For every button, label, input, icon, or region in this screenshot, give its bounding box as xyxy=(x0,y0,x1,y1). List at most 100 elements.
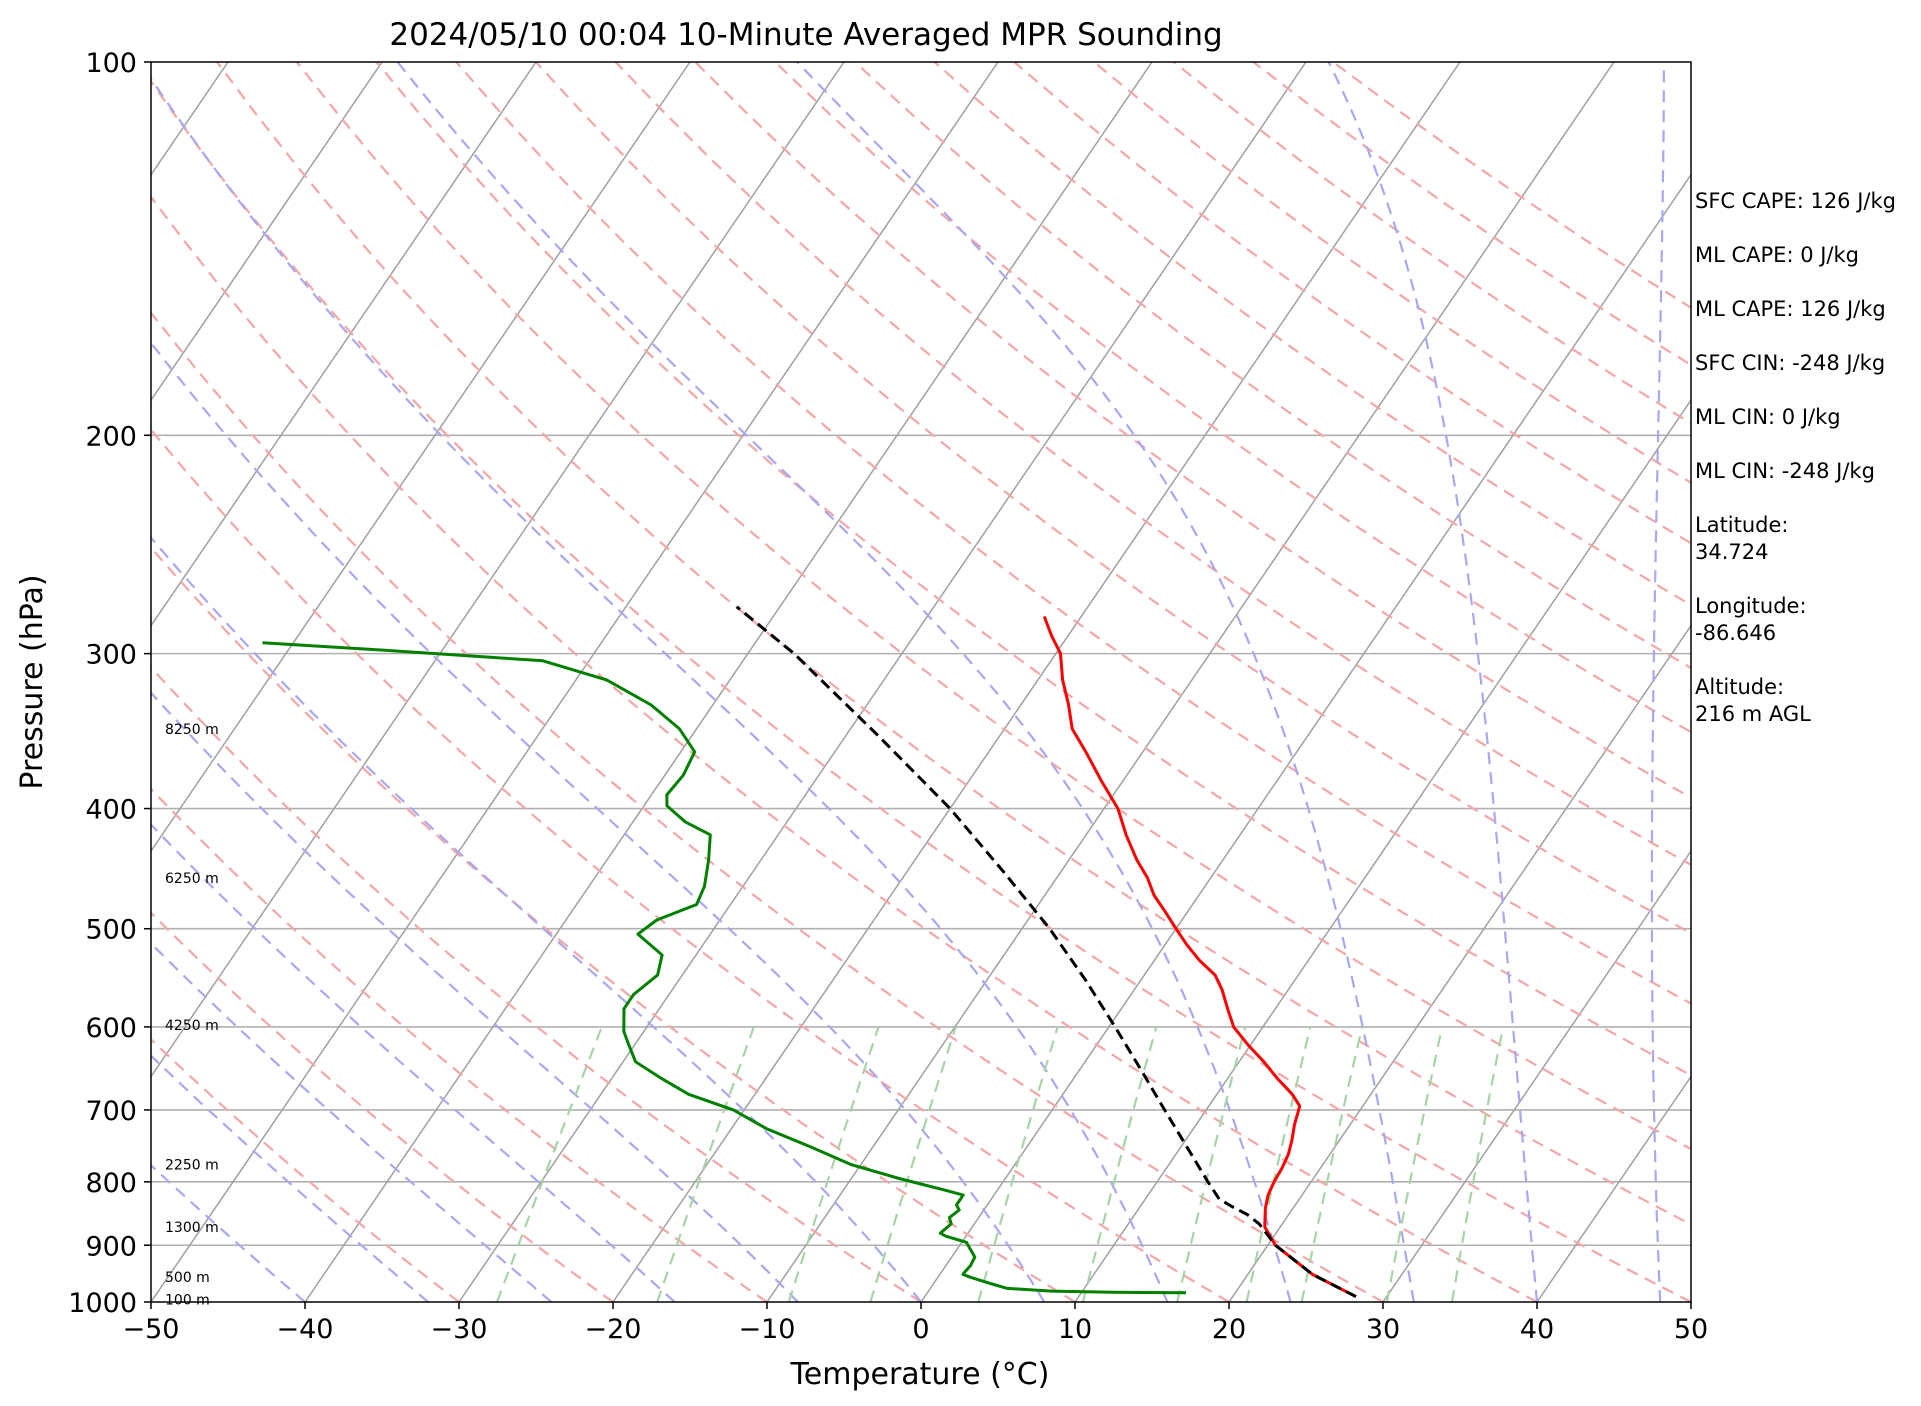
isotherm-line xyxy=(766,62,1615,1302)
dry-adiabat-line xyxy=(151,311,1384,1302)
info-value: 34.724 xyxy=(1695,540,1769,564)
dry-adiabat-line xyxy=(933,62,1691,607)
y-axis-ticks: 1000 900 800 700 600 500 400 300 200 100 xyxy=(68,48,151,1319)
dry-adiabat-line xyxy=(854,62,1691,670)
background-lines xyxy=(151,62,1691,1302)
x-tick-label: 40 xyxy=(1520,1314,1554,1345)
dry-adiabat-line xyxy=(151,79,1691,1302)
info-label: ML CAPE: 0 J/kg xyxy=(1695,243,1860,267)
dry-adiabat-line xyxy=(151,1037,460,1302)
moist-adiabat-line xyxy=(396,62,1292,1302)
y-tick-label: 400 xyxy=(85,795,137,826)
dry-adiabat-line xyxy=(535,62,1691,935)
info-item-altitude: Altitude: 216 m AGL xyxy=(1695,674,1910,728)
info-item-ml-cin: ML CIN: 0 J/kg xyxy=(1695,404,1910,431)
x-tick-label: 10 xyxy=(1058,1314,1092,1345)
isotherm-line xyxy=(151,62,691,853)
mixing-ratio-line xyxy=(1450,1026,1505,1302)
moist-adiabat-line xyxy=(1650,62,1665,1302)
mixing-ratio-line xyxy=(1081,1026,1158,1302)
height-label: 4250 m xyxy=(165,1018,219,1034)
mixing-ratio-line xyxy=(787,1026,880,1302)
info-label: SFC CAPE: 126 J/kg xyxy=(1695,189,1896,213)
dry-adiabat-line xyxy=(455,62,1691,1005)
y-tick-label: 800 xyxy=(85,1168,137,1199)
dry-adiabat-line xyxy=(614,62,1691,867)
temperature-profile xyxy=(1042,615,1357,1298)
info-panel: SFC CAPE: 126 J/kg ML CAPE: 0 J/kg ML CA… xyxy=(1695,188,1910,755)
info-label: Altitude: xyxy=(1695,675,1785,699)
info-label: ML CAPE: 126 J/kg xyxy=(1695,297,1886,321)
info-label: Longitude: xyxy=(1695,594,1807,618)
mixing-ratio-line xyxy=(1176,1026,1247,1302)
y-tick-label: 900 xyxy=(85,1231,137,1262)
mixing-ratio-line xyxy=(495,1026,603,1302)
height-label: 6250 m xyxy=(165,871,219,887)
sounding-profiles xyxy=(262,605,1357,1298)
dry-adiabat-line xyxy=(151,427,1230,1302)
moist-adiabat-line xyxy=(151,341,1046,1302)
moist-adiabat-line xyxy=(151,691,799,1302)
info-label: ML CIN: -248 J/kg xyxy=(1695,459,1875,483)
height-label: 8250 m xyxy=(165,722,219,738)
x-tick-label: 50 xyxy=(1674,1314,1708,1345)
parcel-profile xyxy=(735,605,1357,1298)
y-tick-label: 200 xyxy=(85,421,137,452)
moist-adiabat-line xyxy=(151,536,922,1302)
info-item-sfc-cape: SFC CAPE: 126 J/kg xyxy=(1695,188,1910,215)
x-tick-label: −50 xyxy=(123,1314,180,1345)
height-label: 1300 m xyxy=(165,1220,219,1236)
isotherm-line xyxy=(151,62,845,1078)
x-tick-label: −10 xyxy=(739,1314,796,1345)
isotherm-line xyxy=(612,62,1461,1302)
x-tick-label: −20 xyxy=(585,1314,642,1345)
mixing-ratio-line xyxy=(977,1026,1059,1302)
height-label: 500 m xyxy=(165,1270,210,1286)
x-tick-label: 0 xyxy=(912,1314,929,1345)
isotherm-line xyxy=(458,62,1307,1302)
info-label: SFC CIN: -248 J/kg xyxy=(1695,351,1886,375)
dry-adiabat-line xyxy=(151,911,614,1302)
mixing-ratio-line xyxy=(1300,1026,1364,1302)
isotherm-line xyxy=(151,62,537,627)
isotherm-line xyxy=(1074,398,1691,1302)
y-tick-label: 100 xyxy=(85,48,137,79)
dry-adiabat-line xyxy=(151,665,922,1302)
dry-adiabat-line xyxy=(295,62,1691,1151)
info-item-ml-cape: ML CAPE: 0 J/kg xyxy=(1695,242,1910,269)
plot-frame xyxy=(150,61,1692,1303)
x-tick-label: −30 xyxy=(431,1314,488,1345)
isotherm-line xyxy=(1382,849,1691,1302)
chart-title: 2024/05/10 00:04 10-Minute Averaged MPR … xyxy=(389,17,1222,53)
moist-adiabat-line xyxy=(151,941,553,1302)
info-value: 216 m AGL xyxy=(1695,702,1811,726)
moist-adiabat-line xyxy=(151,823,676,1302)
height-label: 2250 m xyxy=(165,1158,219,1174)
dry-adiabat-line xyxy=(151,546,1076,1302)
info-item-ml-cape-2: ML CAPE: 126 J/kg xyxy=(1695,296,1910,323)
x-tick-label: −40 xyxy=(277,1314,334,1345)
dry-adiabat-line xyxy=(151,195,1538,1302)
isotherm-line xyxy=(151,62,999,1302)
moist-adiabat-line xyxy=(796,62,1415,1302)
info-label: Latitude: xyxy=(1695,513,1789,537)
x-axis-ticks: −50 −40 −30 −20 −10 0 10 20 30 40 50 xyxy=(123,1302,1708,1345)
isotherm-line xyxy=(1536,1075,1691,1302)
info-item-longitude: Longitude: -86.646 xyxy=(1695,593,1910,647)
y-axis-label: Pressure (hPa) xyxy=(15,574,50,789)
dry-adiabat-line xyxy=(151,787,768,1302)
info-item-latitude: Latitude: 34.724 xyxy=(1695,512,1910,566)
x-tick-label: 30 xyxy=(1366,1314,1400,1345)
x-tick-label: 20 xyxy=(1212,1314,1246,1345)
x-axis-label: Temperature (°C) xyxy=(790,1357,1050,1392)
isotherm-line xyxy=(151,62,383,402)
moist-adiabat-line xyxy=(151,1054,429,1302)
info-value: -86.646 xyxy=(1695,621,1777,645)
dry-adiabat-line xyxy=(216,62,1691,1226)
height-label: 100 m xyxy=(165,1292,210,1308)
dewpoint-profile xyxy=(262,641,1187,1295)
info-item-sfc-cin: SFC CIN: -248 J/kg xyxy=(1695,350,1910,377)
mixing-ratio-line xyxy=(656,1026,755,1302)
moist-adiabat-line xyxy=(1327,62,1539,1302)
y-tick-label: 700 xyxy=(85,1096,137,1127)
